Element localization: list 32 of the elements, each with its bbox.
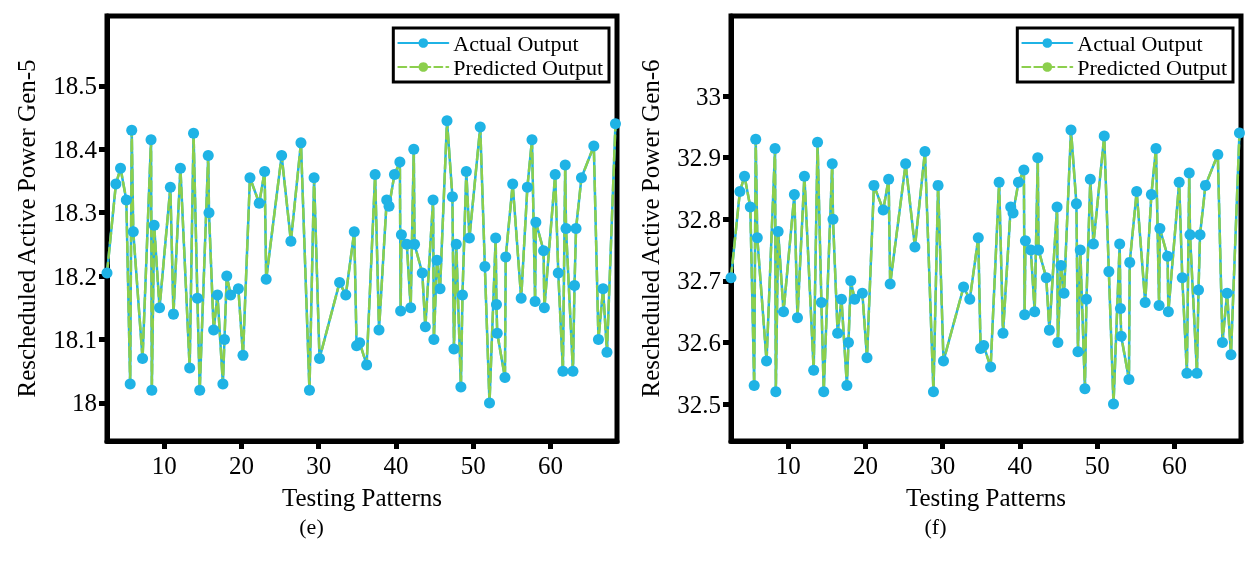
x-tick-label: 40 [383, 452, 409, 479]
y-tick-label: 18.5 [53, 72, 97, 100]
y-tick-label: 18.1 [53, 326, 97, 354]
x-tick-label: 10 [151, 452, 177, 479]
x-tick-label: 10 [775, 452, 801, 479]
legend-label: Actual Output [1077, 30, 1203, 56]
y-tick-label: 32.5 [677, 390, 721, 418]
y-tick-label: 18.2 [53, 262, 97, 290]
x-tick-label: 60 [1162, 452, 1188, 479]
x-tick-label: 40 [1007, 452, 1033, 479]
y-axis-title: Rescheduled Active Power Gen-5 [13, 59, 40, 398]
x-axis-title: Testing Patterns [905, 484, 1067, 511]
y-axis-title: Rescheduled Active Power Gen-6 [637, 59, 664, 398]
x-tick-label: 20 [228, 452, 254, 479]
legend-label: Actual Output [453, 30, 579, 56]
x-tick-label: 60 [538, 452, 564, 479]
x-axis-title: Testing Patterns [281, 484, 443, 511]
y-tick-label: 18.4 [53, 135, 98, 163]
y-tick-label: 32.6 [677, 328, 721, 356]
y-tick-label: 32.8 [677, 205, 721, 233]
y-tick-label: 33 [696, 82, 721, 110]
y-tick-label: 18.3 [53, 199, 97, 227]
text: (e) [299, 513, 324, 539]
y-tick-label: 32.9 [677, 144, 721, 172]
x-tick-label: 20 [852, 452, 878, 479]
y-tick-label: 18 [72, 389, 97, 417]
text: (f) [924, 513, 947, 539]
x-tick-label: 30 [306, 452, 332, 479]
x-tick-label: 30 [930, 452, 956, 479]
x-tick-label: 50 [460, 452, 486, 479]
y-tick-label: 32.7 [677, 267, 721, 295]
x-tick-label: 50 [1084, 452, 1110, 479]
